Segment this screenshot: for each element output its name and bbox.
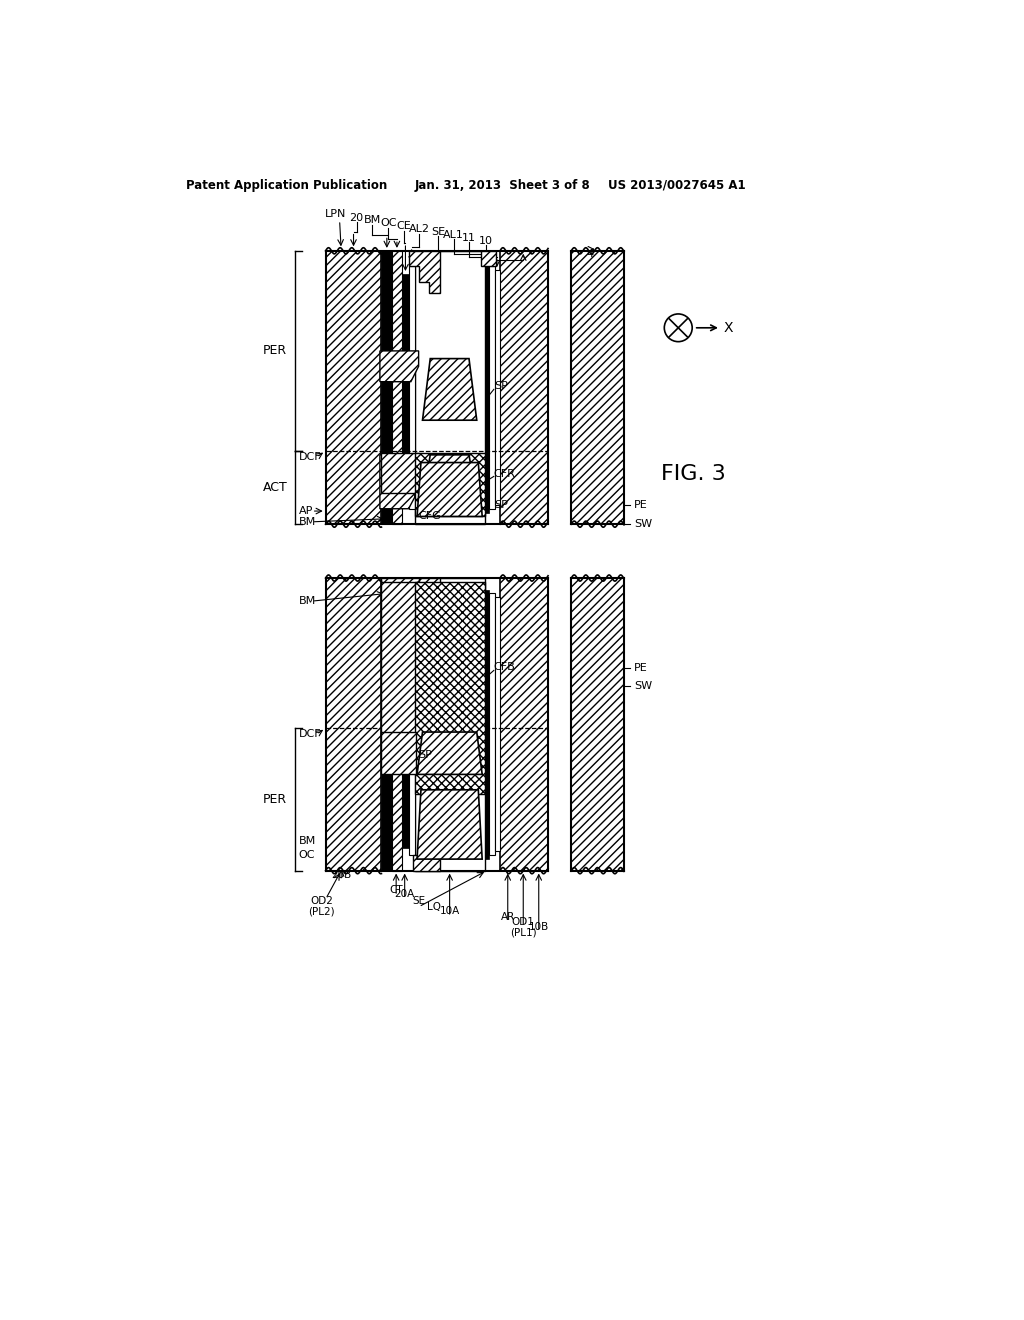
Text: BM: BM [299, 837, 315, 846]
Text: AL2: AL2 [409, 224, 430, 234]
Text: SP: SP [494, 380, 508, 391]
Bar [392, 251, 402, 524]
Text: US 2013/0027645 A1: US 2013/0027645 A1 [608, 178, 746, 191]
Text: PE: PE [634, 663, 648, 673]
Bar [500, 578, 548, 871]
Text: OC: OC [299, 850, 315, 861]
Text: SW: SW [634, 681, 652, 690]
Text: ACT: ACT [263, 482, 288, 495]
Bar [484, 263, 489, 512]
Text: LPN: LPN [325, 209, 346, 219]
Text: SW: SW [634, 519, 652, 529]
Text: Patent Application Publication: Patent Application Publication [186, 178, 387, 191]
Bar [489, 594, 495, 855]
Bar [495, 271, 500, 506]
Bar [415, 582, 484, 793]
Text: LQ: LQ [427, 902, 441, 912]
Text: AL1: AL1 [443, 230, 464, 240]
Polygon shape [381, 733, 417, 775]
Text: FIG. 3: FIG. 3 [662, 465, 726, 484]
Text: 10: 10 [479, 236, 493, 246]
Bar [381, 578, 392, 871]
Text: BM: BM [299, 517, 315, 527]
Text: BM: BM [299, 597, 315, 606]
Polygon shape [380, 351, 419, 381]
Text: 20B: 20B [331, 870, 351, 879]
Text: PER: PER [263, 345, 288, 358]
Text: (PL1): (PL1) [510, 927, 537, 937]
Polygon shape [381, 578, 419, 624]
Text: 20: 20 [349, 213, 364, 223]
Text: AR: AR [501, 912, 515, 921]
Text: AP: AP [299, 506, 313, 516]
Text: CFB: CFB [494, 661, 515, 672]
Polygon shape [380, 455, 415, 508]
Text: OD1: OD1 [512, 917, 535, 927]
Text: 10A: 10A [439, 907, 460, 916]
Bar [402, 275, 410, 502]
Text: CFG: CFG [419, 511, 441, 521]
Text: OC: OC [380, 218, 396, 228]
Bar [410, 594, 415, 855]
Text: 20A: 20A [394, 888, 415, 899]
Text: DCF: DCF [299, 453, 322, 462]
Bar [402, 601, 410, 847]
Text: BM: BM [364, 215, 381, 224]
Polygon shape [417, 789, 482, 859]
Bar [500, 251, 548, 524]
Polygon shape [417, 733, 482, 775]
Polygon shape [423, 455, 477, 502]
Bar [392, 578, 402, 871]
Text: X: X [724, 321, 733, 335]
Text: 4: 4 [587, 249, 594, 259]
Bar [415, 251, 484, 524]
Text: (PL2): (PL2) [308, 907, 335, 916]
Text: CFR: CFR [494, 469, 516, 479]
Polygon shape [410, 578, 440, 616]
Polygon shape [381, 453, 419, 494]
Bar [326, 578, 381, 871]
Text: CT: CT [389, 884, 403, 895]
Text: SE: SE [412, 896, 425, 907]
Polygon shape [480, 251, 496, 267]
Text: DCF: DCF [299, 730, 322, 739]
Text: PE: PE [634, 500, 648, 510]
Polygon shape [381, 582, 419, 771]
Bar [571, 578, 624, 871]
Polygon shape [414, 855, 440, 871]
Text: PER: PER [263, 793, 288, 807]
Bar [495, 597, 500, 851]
Text: SP: SP [494, 500, 508, 510]
Text: SE: SE [431, 227, 445, 236]
Polygon shape [410, 251, 440, 293]
Text: OD2: OD2 [310, 896, 333, 907]
Bar [415, 578, 484, 871]
Bar [381, 251, 392, 524]
Circle shape [665, 314, 692, 342]
Bar [326, 251, 381, 524]
Bar [415, 453, 484, 516]
Polygon shape [423, 359, 477, 420]
Polygon shape [417, 462, 482, 516]
Bar [484, 590, 489, 859]
Text: 11: 11 [462, 232, 476, 243]
Bar [489, 267, 495, 508]
Text: Jan. 31, 2013  Sheet 3 of 8: Jan. 31, 2013 Sheet 3 of 8 [415, 178, 591, 191]
Bar [571, 251, 624, 524]
Bar [410, 267, 415, 508]
Text: SP: SP [419, 750, 432, 760]
Text: 10B: 10B [528, 921, 549, 932]
Text: CE: CE [396, 222, 412, 231]
